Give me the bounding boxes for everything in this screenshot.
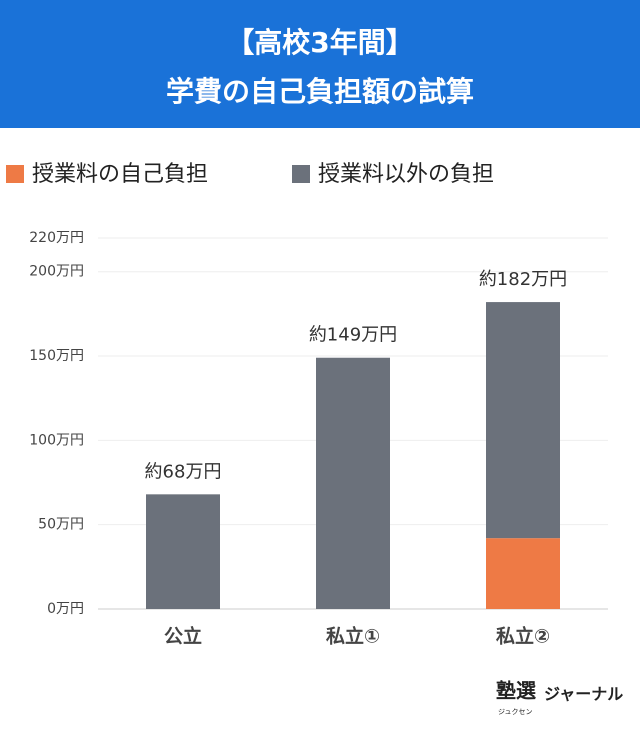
y-tick-label: 200万円 [29, 264, 84, 280]
bar-segment [316, 357, 390, 609]
chart-subtitle: 学費の自己負担額の試算 [166, 75, 474, 108]
total-label: 約182万円 [479, 269, 567, 290]
brand-name: ジャーナル [544, 685, 623, 704]
y-tick-label: 100万円 [29, 432, 84, 448]
chart-title: 【高校3年間】 [226, 26, 413, 59]
legend-label: 授業料の自己負担 [32, 162, 208, 187]
legend-swatch [292, 165, 310, 183]
x-tick-label: 私立① [326, 625, 380, 648]
y-tick-label: 150万円 [29, 348, 84, 364]
legend-label: 授業料以外の負担 [318, 162, 494, 187]
y-tick-label: 220万円 [29, 230, 84, 246]
x-tick-label: 公立 [164, 625, 202, 648]
bar-segment [486, 538, 560, 609]
total-label: 約68万円 [145, 461, 222, 482]
bar-segment [486, 302, 560, 539]
x-tick-label: 私立② [496, 625, 550, 648]
logo: 塾選 [496, 679, 536, 703]
logo-sub: ジュクセン [498, 708, 533, 716]
y-tick-label: 0万円 [47, 601, 84, 617]
legend-swatch [6, 165, 24, 183]
header-band [0, 0, 640, 128]
y-tick-label: 50万円 [38, 517, 84, 533]
bar-segment [146, 494, 220, 609]
total-label: 約149万円 [309, 325, 397, 346]
